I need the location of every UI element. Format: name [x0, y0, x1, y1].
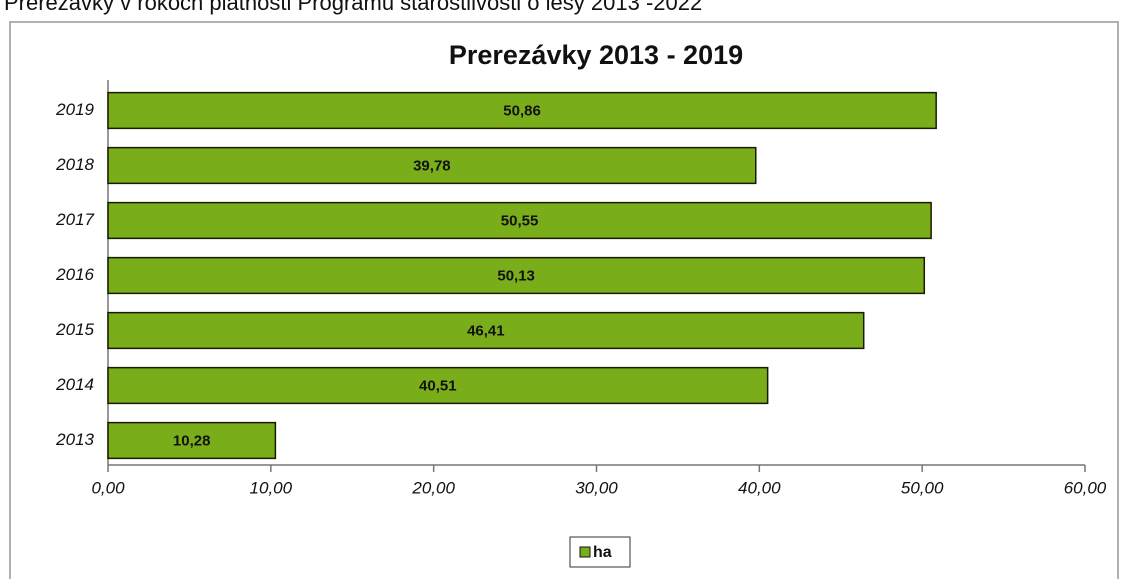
bar	[107, 91, 937, 130]
legend-label: ha	[593, 544, 612, 561]
bar	[107, 201, 932, 240]
y-tick-label: 2019	[55, 100, 94, 119]
bar	[107, 311, 865, 350]
x-tick-label: 40,00	[738, 478, 781, 497]
x-tick-label: 50,00	[901, 478, 944, 497]
y-tick-label: 2016	[55, 265, 94, 284]
y-tick-label: 2015	[55, 320, 94, 339]
data-label: 40,51	[419, 377, 457, 394]
y-tick-label: 2018	[55, 155, 94, 174]
y-tick-label: 2017	[55, 210, 94, 229]
bar	[107, 146, 757, 185]
bar	[107, 256, 926, 295]
x-tick-label: 10,00	[250, 478, 293, 497]
y-tick-label: 2013	[55, 430, 94, 449]
data-label: 46,41	[467, 322, 505, 339]
bar	[107, 366, 769, 405]
x-tick-label: 30,00	[575, 478, 618, 497]
x-tick-label: 60,00	[1064, 478, 1107, 497]
chart-title: Prerezávky 2013 - 2019	[449, 40, 743, 70]
legend-swatch	[579, 546, 591, 558]
data-label: 10,28	[173, 432, 211, 449]
page-heading: Prerezávky v rokoch platnosti Programu s…	[4, 0, 702, 15]
y-tick-label: 2014	[55, 375, 94, 394]
data-label: 50,13	[497, 267, 535, 284]
data-label: 50,55	[501, 212, 539, 229]
data-label: 39,78	[413, 157, 451, 174]
x-tick-label: 0,00	[91, 478, 125, 497]
data-label: 50,86	[503, 102, 541, 119]
chart-frame	[9, 21, 1119, 579]
bar	[107, 421, 277, 460]
x-tick-label: 20,00	[411, 478, 455, 497]
